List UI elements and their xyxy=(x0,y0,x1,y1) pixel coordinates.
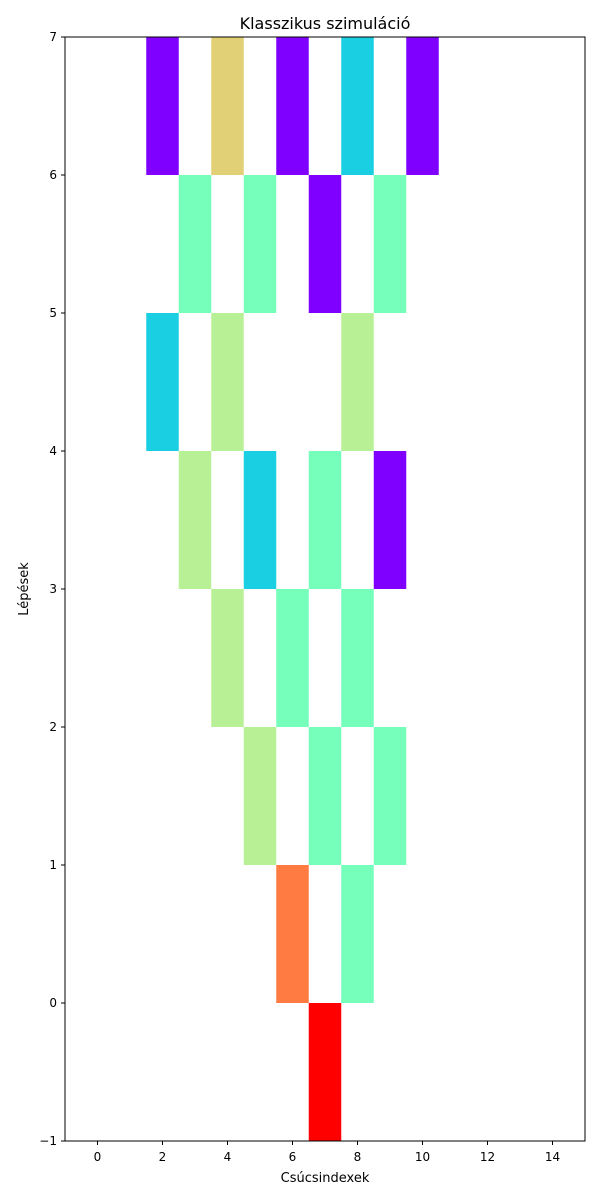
heatmap-cell xyxy=(211,589,244,727)
x-axis-label: Csúcsindexek xyxy=(281,1171,370,1186)
y-tick-label: −1 xyxy=(39,1134,57,1148)
heatmap-cell xyxy=(308,1003,342,1141)
y-tick-label: 0 xyxy=(49,996,57,1010)
x-tick-label: 4 xyxy=(224,1150,232,1164)
heatmap-cells xyxy=(146,37,439,1141)
y-axis: −1 0 1 2 3 4 5 6 7 xyxy=(39,30,65,1148)
heatmap-cell xyxy=(308,175,342,313)
heatmap-cell xyxy=(341,589,374,727)
y-tick-label: 6 xyxy=(49,168,57,182)
x-tick-label: 6 xyxy=(289,1150,297,1164)
heatmap-cell xyxy=(146,313,179,451)
heatmap-cell xyxy=(308,451,342,589)
heatmap-cell xyxy=(178,451,212,589)
y-tick-label: 3 xyxy=(49,582,57,596)
x-tick-label: 14 xyxy=(545,1150,560,1164)
heatmap-cell xyxy=(308,727,342,865)
heatmap-cell xyxy=(341,37,374,175)
heatmap-cell xyxy=(276,589,309,727)
heatmap-cell xyxy=(211,37,244,175)
chart-title: Klasszikus szimuláció xyxy=(240,14,411,33)
heatmap-cell xyxy=(211,313,244,451)
y-tick-label: 2 xyxy=(49,720,57,734)
heatmap-cell xyxy=(276,865,309,1003)
heatmap-cell xyxy=(406,37,439,175)
x-axis: 0 2 4 6 8 10 12 14 xyxy=(94,1141,560,1164)
y-axis-label: Lépések xyxy=(17,562,32,616)
heatmap-cell xyxy=(373,175,407,313)
heatmap-cell xyxy=(243,175,277,313)
heatmap-cell xyxy=(243,727,277,865)
y-tick-label: 5 xyxy=(49,306,57,320)
x-tick-label: 10 xyxy=(415,1150,430,1164)
heatmap-cell xyxy=(276,37,309,175)
heatmap-cell xyxy=(373,727,407,865)
y-tick-label: 4 xyxy=(49,444,57,458)
y-tick-label: 1 xyxy=(49,858,57,872)
x-tick-label: 0 xyxy=(94,1150,102,1164)
x-tick-label: 12 xyxy=(480,1150,495,1164)
y-tick-label: 7 xyxy=(49,30,57,44)
heatmap-cell xyxy=(178,175,212,313)
heatmap-cell xyxy=(146,37,179,175)
heatmap-cell xyxy=(243,451,277,589)
x-tick-label: 8 xyxy=(354,1150,362,1164)
heatmap-cell xyxy=(341,313,374,451)
heatmap-cell xyxy=(373,451,407,589)
x-tick-label: 2 xyxy=(159,1150,167,1164)
heatmap-cell xyxy=(341,865,374,1003)
